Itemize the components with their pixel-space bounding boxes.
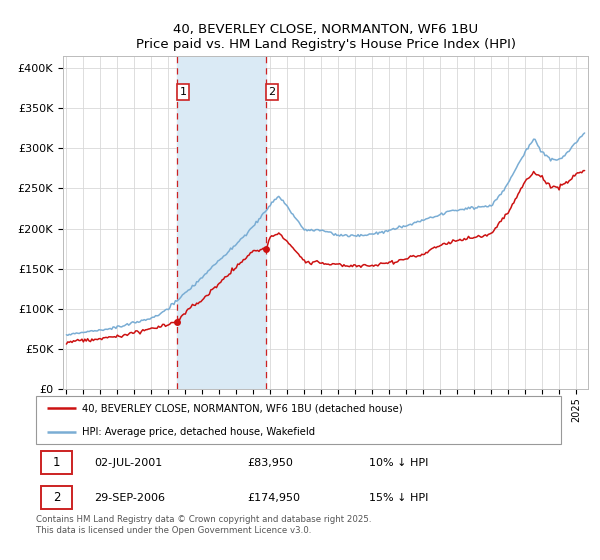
Text: 10% ↓ HPI: 10% ↓ HPI: [368, 458, 428, 468]
Text: HPI: Average price, detached house, Wakefield: HPI: Average price, detached house, Wake…: [82, 427, 316, 437]
Text: 15% ↓ HPI: 15% ↓ HPI: [368, 493, 428, 502]
Text: 29-SEP-2006: 29-SEP-2006: [94, 493, 165, 502]
Text: 2: 2: [269, 87, 276, 97]
Text: 40, BEVERLEY CLOSE, NORMANTON, WF6 1BU (detached house): 40, BEVERLEY CLOSE, NORMANTON, WF6 1BU (…: [82, 403, 403, 413]
Text: 1: 1: [53, 456, 61, 469]
FancyBboxPatch shape: [36, 396, 562, 444]
Text: 1: 1: [179, 87, 187, 97]
FancyBboxPatch shape: [41, 486, 72, 509]
FancyBboxPatch shape: [41, 451, 72, 474]
Bar: [177, 56, 266, 389]
Text: 02-JUL-2001: 02-JUL-2001: [94, 458, 163, 468]
Text: Contains HM Land Registry data © Crown copyright and database right 2025.
This d: Contains HM Land Registry data © Crown c…: [36, 515, 371, 535]
Text: 2: 2: [53, 491, 61, 504]
Text: £83,950: £83,950: [247, 458, 293, 468]
Title: 40, BEVERLEY CLOSE, NORMANTON, WF6 1BU
Price paid vs. HM Land Registry's House P: 40, BEVERLEY CLOSE, NORMANTON, WF6 1BU P…: [136, 22, 515, 50]
Text: £174,950: £174,950: [247, 493, 300, 502]
